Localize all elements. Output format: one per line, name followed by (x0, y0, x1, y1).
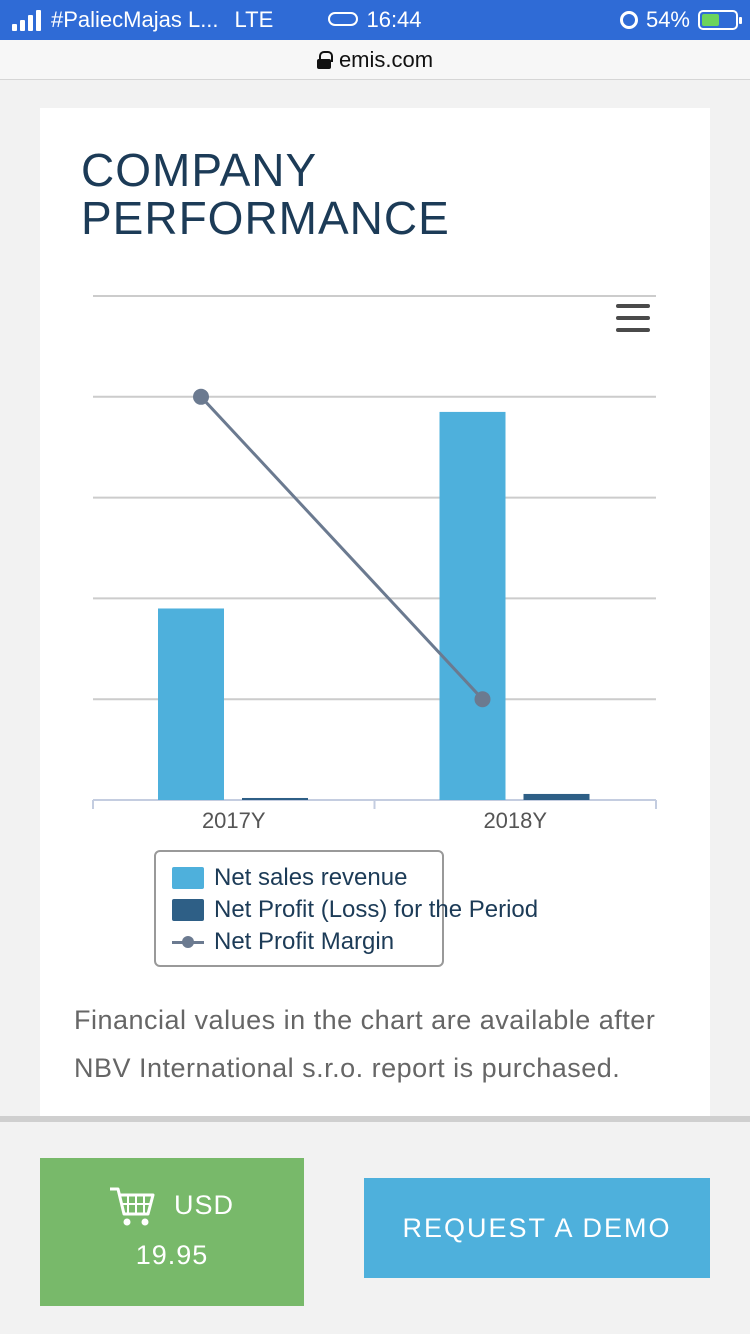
chart-legend: Net sales revenue Net Profit (Loss) for … (154, 850, 538, 967)
legend-item-net-sales[interactable]: Net sales revenue (172, 864, 407, 892)
signal-icon (12, 9, 41, 31)
chart-bar (439, 411, 506, 800)
network-type: LTE (234, 7, 274, 32)
performance-chart: 2017Y 2018Y (92, 295, 657, 833)
purchase-note: Financial values in the chart are availa… (74, 1005, 656, 1083)
legend-swatch-net-sales (172, 867, 204, 889)
clock-time: 16:44 (366, 7, 422, 32)
status-right: 54% (619, 7, 742, 33)
battery-percent: 54% (645, 7, 690, 32)
buy-report-button[interactable]: USD 19.95 (40, 1158, 304, 1306)
link-icon (328, 12, 359, 26)
url-domain: emis.com (338, 46, 434, 72)
chart-point-net-profit-margin (193, 388, 209, 405)
legend-label-net-profit-margin: Net Profit Margin (214, 928, 395, 955)
buy-currency: USD (174, 1190, 235, 1220)
chart-bar (242, 797, 308, 800)
company-performance-card: COMPANY PERFORMANCE 2017Y 2018Y Net sales… (40, 108, 710, 1118)
bottom-action-bar: USD 19.95 REQUEST A DEMO (0, 1116, 750, 1334)
chart-x-tick-label: 2017Y (202, 808, 266, 833)
carrier-name: #PaliecMajas L... (51, 7, 219, 32)
request-demo-button[interactable]: REQUEST A DEMO (364, 1178, 710, 1278)
legend-swatch-net-profit (172, 899, 204, 921)
battery-fill (702, 14, 720, 26)
chart-menu-icon[interactable] (616, 304, 650, 332)
legend-item-net-profit-margin[interactable]: Net Profit Margin (172, 928, 394, 956)
chart-point-net-profit-margin (474, 691, 491, 708)
legend-item-net-profit[interactable]: Net Profit (Loss) for the Period (172, 896, 538, 924)
lock-icon (316, 50, 333, 69)
status-left: #PaliecMajas L... LTE (12, 7, 273, 33)
card-title: COMPANY PERFORMANCE (81, 144, 450, 244)
buy-price: 19.95 (135, 1240, 209, 1270)
chart-bar (158, 608, 224, 800)
alarm-icon (619, 11, 638, 29)
battery-icon (698, 10, 742, 30)
legend-label-net-sales: Net sales revenue (214, 864, 408, 891)
chart-bar (523, 793, 590, 800)
status-bar: #PaliecMajas L... LTE 16:44 54% (0, 0, 750, 40)
legend-label-net-profit: Net Profit (Loss) for the Period (214, 896, 539, 923)
chart-line-net-profit-margin (199, 395, 484, 701)
legend-swatch-net-profit-margin (172, 931, 204, 953)
chart-x-tick-label: 2018Y (483, 808, 547, 833)
url-bar[interactable]: emis.com (0, 40, 750, 80)
shopping-cart-icon (110, 1187, 155, 1226)
